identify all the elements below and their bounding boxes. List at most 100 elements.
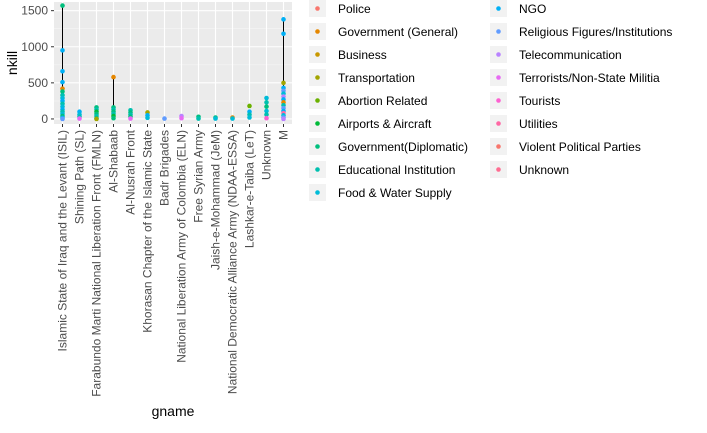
legend-label: Violent Political Parties: [519, 140, 641, 154]
data-point: [179, 115, 184, 121]
legend-item: Abortion Related: [309, 92, 427, 109]
legend-label: Government(Diplomatic): [338, 140, 468, 154]
data-point: [128, 116, 133, 121]
legend-swatch: [315, 121, 320, 126]
legend-swatch: [496, 6, 501, 11]
data-point: [264, 100, 269, 105]
legend-item: Tourists: [490, 92, 560, 109]
x-tick-label: Free Syrian Army: [192, 130, 206, 223]
data-point: [247, 103, 252, 109]
legend-label: NGO: [519, 2, 546, 16]
legend-label: Unknown: [519, 163, 569, 177]
data-point: [145, 115, 150, 121]
legend-item: Utilities: [490, 115, 558, 132]
legend-label: Religious Figures/Institutions: [519, 25, 672, 39]
data-point: [264, 95, 269, 101]
data-point: [264, 112, 269, 117]
y-tick-label: 500: [28, 76, 48, 90]
legend-item: Airports & Aircraft: [309, 115, 432, 132]
x-tick-label: Khorasan Chapter of the Islamic State: [141, 130, 155, 333]
x-tick-label: Al-Shabaab: [107, 130, 121, 193]
data-point: [60, 69, 65, 74]
x-tick-label: Islamic State of Iraq and the Levant (IS…: [56, 130, 70, 351]
legend-label: Telecommunication: [519, 48, 622, 62]
data-point: [162, 116, 167, 121]
grid-lines: [54, 2, 292, 124]
data-point: [60, 3, 65, 8]
data-point: [230, 116, 235, 121]
legend-swatch: [315, 98, 320, 103]
legend-swatch: [496, 121, 501, 126]
legend-label: Tourists: [519, 94, 560, 108]
legend-label: Business: [338, 48, 387, 62]
data-point: [264, 104, 269, 109]
data-point: [111, 74, 116, 80]
legend-swatch: [315, 52, 320, 57]
x-tick-label: National Democratic Alliance Army (NDAA-…: [226, 130, 240, 394]
legend-label: Government (General): [338, 25, 458, 39]
data-point: [60, 48, 65, 53]
data-point: [77, 116, 82, 121]
legend-item: Telecommunication: [490, 46, 622, 63]
data-point: [247, 115, 252, 120]
x-tick-label: Farabundo Marti National Liberation Fron…: [90, 130, 104, 397]
data-point: [94, 116, 99, 122]
data-point: [281, 80, 286, 86]
legend-swatch: [496, 98, 501, 103]
data-point: [111, 115, 116, 121]
legend-item: Police: [309, 0, 371, 17]
legend-swatch: [315, 167, 320, 172]
y-axis-title: nkill: [4, 51, 20, 75]
data-point: [281, 17, 286, 22]
legend-swatch: [496, 144, 501, 149]
legend-swatch: [315, 29, 320, 34]
data-points: [60, 3, 286, 122]
legend-swatch: [315, 6, 320, 11]
x-tick-label: M: [277, 130, 291, 140]
legend-item: Terrorists/Non-State Militia: [490, 69, 660, 86]
data-point: [60, 116, 65, 122]
data-point: [196, 116, 201, 121]
legend-swatch: [496, 52, 501, 57]
x-tick-label: National Liberation Army of Colombia (EL…: [175, 130, 189, 363]
x-tick-label: Shining Path (SL): [73, 130, 87, 224]
legend-label: Abortion Related: [338, 94, 427, 108]
data-point: [213, 116, 218, 121]
legend-swatch: [315, 190, 320, 195]
legend-swatch: [496, 75, 501, 80]
legend-item: NGO: [490, 0, 546, 17]
legend: Police Government (General) Business Transp…: [309, 0, 672, 201]
legend-swatch: [496, 29, 501, 34]
legend-label: Transportation: [338, 71, 415, 85]
legend-label: Police: [338, 2, 371, 16]
y-tick-label: 1500: [21, 4, 48, 18]
x-tick-label: Lashkar-e-Taiba (LeT): [243, 130, 257, 248]
legend-item: Food & Water Supply: [309, 184, 452, 201]
plot-panel: [54, 2, 292, 124]
data-point: [264, 115, 269, 121]
legend-item: Educational Institution: [309, 161, 455, 178]
data-point: [281, 31, 286, 37]
legend-item: Transportation: [309, 69, 415, 86]
y-tick-label: 1000: [21, 40, 48, 54]
legend-item: Unknown: [490, 161, 569, 178]
legend-swatch: [315, 75, 320, 80]
x-tick-label: Badr Brigades: [158, 130, 172, 206]
legend-swatch: [496, 167, 501, 172]
legend-item: Religious Figures/Institutions: [490, 23, 672, 40]
data-point: [264, 108, 269, 114]
legend-label: Utilities: [519, 117, 558, 131]
data-point: [60, 89, 65, 94]
x-tick-label: Al-Nusrah Front: [124, 129, 138, 214]
legend-label: Airports & Aircraft: [338, 117, 432, 131]
legend-label: Terrorists/Non-State Militia: [519, 71, 660, 85]
x-axis-ticks: Islamic State of Iraq and the Levant (IS…: [56, 124, 291, 397]
data-point: [281, 116, 286, 122]
legend-item: Violent Political Parties: [490, 138, 641, 155]
legend-swatch: [315, 144, 320, 149]
legend-item: Government(Diplomatic): [309, 138, 468, 155]
x-tick-label: Jaish-e-Mohammad (JeM): [209, 130, 223, 270]
legend-item: Government (General): [309, 23, 458, 40]
y-tick-label: 0: [41, 112, 48, 126]
